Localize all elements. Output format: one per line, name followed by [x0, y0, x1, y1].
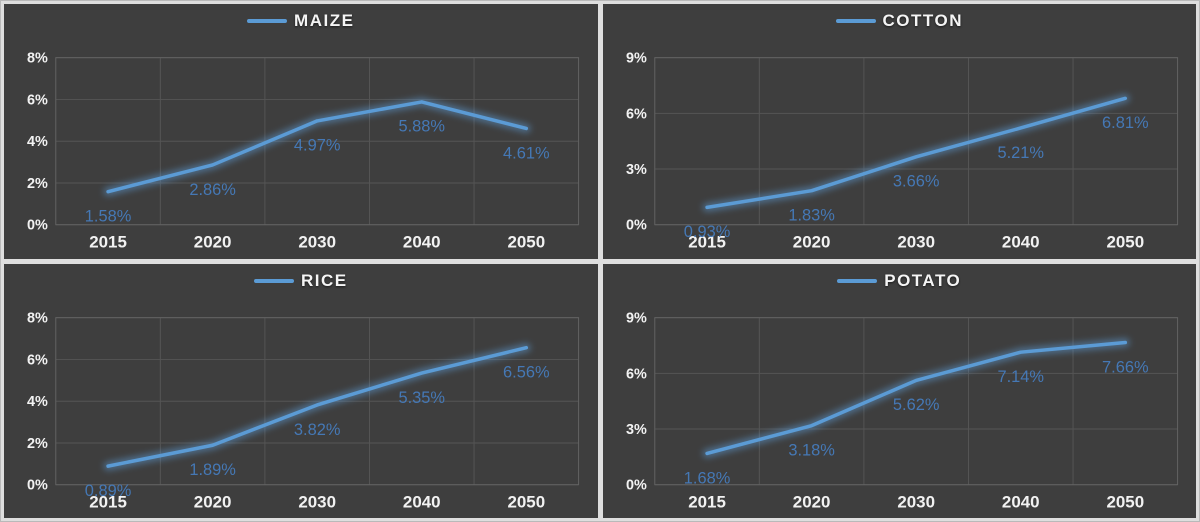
data-point-label: 3.18% [788, 441, 835, 459]
y-axis-tick-label: 9% [625, 51, 646, 67]
chart-panel-potato: POTATO 9% 6% 3% 0% 2015 2020 2030 2040 2050 1.68%… [602, 263, 1196, 518]
plot-border [55, 57, 580, 226]
x-axis-label: 2015 [688, 233, 726, 252]
series-line [704, 340, 1127, 455]
x-axis-label: 2040 [403, 492, 441, 511]
series-line [106, 100, 529, 194]
data-point-label: 1.83% [788, 207, 835, 225]
y-axis-tick-label: 0% [625, 477, 646, 493]
y-axis-tick-label: 9% [625, 310, 646, 326]
x-axis-label: 2020 [194, 492, 232, 511]
x-axis-label: 2020 [792, 492, 830, 511]
data-point-label: 0.93% [683, 223, 730, 241]
data-point-label: 4.97% [294, 137, 341, 155]
data-point-label: 1.89% [189, 461, 236, 479]
x-axis-label: 2050 [507, 492, 545, 511]
series-line [106, 345, 529, 468]
y-axis-tick-label: 6% [625, 106, 646, 122]
data-point-label: 5.88% [398, 118, 445, 136]
series-line-glow [103, 342, 531, 471]
data-point-label: 5.21% [997, 144, 1044, 162]
x-axis-label: 2030 [298, 233, 336, 252]
data-point-label: 5.35% [398, 388, 445, 406]
x-axis-label: 2015 [688, 492, 726, 511]
line-chart-rice: 8% 6% 4% 2% 0% 2015 2020 2030 2040 2050 0.89% 1.89%… [27, 310, 580, 511]
x-axis-label: 2020 [194, 233, 232, 252]
data-point-label: 7.66% [1102, 358, 1149, 376]
y-axis-tick-label: 8% [27, 310, 48, 326]
chart-panel-cotton: COTTON 9% 6% 3% 0% 2015 2020 2030 2040 2050 0.93%… [602, 4, 1196, 259]
x-axis-label: 2050 [1106, 492, 1144, 511]
data-point-label: 2.86% [189, 181, 236, 199]
line-chart-cotton: 9% 6% 3% 0% 2015 2020 2030 2040 2050 0.93% 1.83% 3.… [625, 51, 1178, 252]
x-axis-label: 2050 [507, 233, 545, 252]
y-axis-tick-label: 0% [27, 477, 48, 493]
x-axis-label: 2030 [298, 492, 336, 511]
series-line [704, 96, 1127, 210]
data-point-label: 3.82% [294, 420, 341, 438]
y-axis-tick-label: 8% [27, 51, 48, 67]
line-chart-maize: 8% 6% 4% 2% 0% 2015 2020 2030 2040 2050 1.58% 2.86%… [27, 51, 580, 252]
data-point-label: 1.68% [683, 469, 730, 487]
x-axis-label: 2015 [89, 492, 127, 511]
data-point-label: 1.58% [85, 208, 132, 226]
y-axis-tick-label: 6% [625, 366, 646, 382]
y-axis-tick-label: 6% [27, 92, 48, 108]
data-point-label: 6.56% [503, 363, 550, 381]
x-axis-label: 2030 [897, 233, 935, 252]
chart-panel-rice: RICE 8% 6% 4% 2% 0% 2015 2020 2030 2040 2050 0.89%… [4, 263, 598, 518]
plot-border [653, 57, 1178, 226]
x-axis-label: 2040 [1001, 492, 1039, 511]
y-axis-tick-label: 2% [27, 435, 48, 451]
data-point-label: 5.62% [892, 396, 939, 414]
x-axis-label: 2015 [89, 233, 127, 252]
data-point-label: 6.81% [1102, 114, 1149, 132]
y-axis-tick-label: 4% [27, 394, 48, 410]
y-axis-tick-label: 3% [625, 422, 646, 438]
y-axis-tick-label: 2% [27, 176, 48, 192]
chart-panel-maize: MAIZE 8% 6% 4% 2% 0% 2015 2020 2030 2040 2050 1.58… [4, 4, 598, 259]
data-point-label: 7.14% [997, 368, 1044, 386]
x-axis-label: 2030 [897, 492, 935, 511]
line-chart-potato: 9% 6% 3% 0% 2015 2020 2030 2040 2050 1.68% 3.18% 5.… [625, 310, 1178, 511]
y-axis-tick-label: 3% [625, 162, 646, 178]
plot-border [55, 316, 580, 485]
x-axis-label: 2040 [1001, 233, 1039, 252]
x-axis-label: 2050 [1106, 233, 1144, 252]
data-point-label: 4.61% [503, 144, 550, 162]
y-axis-tick-label: 0% [625, 218, 646, 234]
y-axis-tick-label: 0% [27, 218, 48, 234]
data-point-label: 0.89% [85, 481, 132, 499]
y-axis-tick-label: 6% [27, 352, 48, 368]
y-axis-tick-label: 4% [27, 134, 48, 150]
plot-border [653, 316, 1178, 485]
data-point-label: 3.66% [892, 173, 939, 191]
x-axis-label: 2020 [792, 233, 830, 252]
x-axis-label: 2040 [403, 233, 441, 252]
